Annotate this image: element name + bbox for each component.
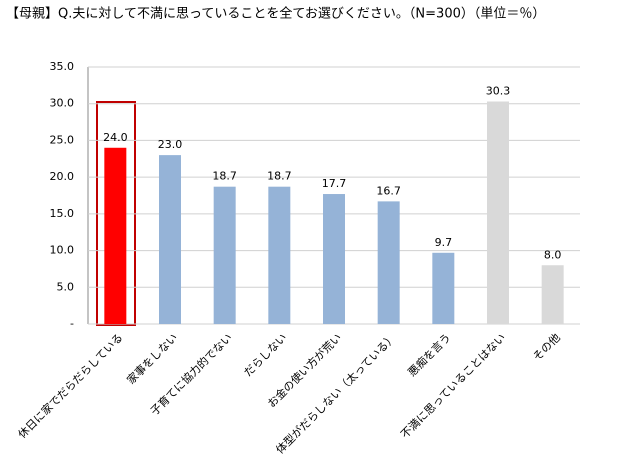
bar (159, 155, 181, 324)
data-label: 18.7 (212, 170, 237, 183)
bar (541, 265, 564, 324)
bar (377, 201, 400, 324)
x-tick-label: その他 (530, 331, 563, 364)
data-label: 24.0 (103, 131, 128, 144)
y-tick-label: 10.0 (50, 244, 75, 257)
data-label: 9.7 (435, 236, 453, 249)
x-tick-label: 不満に思っていることはない (398, 331, 508, 441)
chart-title: 【母親】Q.夫に対して不満に思っていることを全てお選びください。（N=300）（… (6, 6, 545, 22)
bar (268, 186, 291, 324)
bar (104, 147, 127, 324)
x-tick-label: だらしない (241, 331, 289, 379)
x-tick-label: 体型がだらしない（太っている） (273, 330, 399, 456)
x-tick-label: 悪痴を言う (405, 330, 454, 379)
data-label: 30.3 (486, 85, 511, 98)
x-tick-label: 家事をしない (124, 330, 181, 387)
data-label: 18.7 (267, 170, 292, 183)
y-tick-label: - (70, 317, 74, 330)
data-label: 8.0 (544, 248, 562, 261)
bar (213, 186, 236, 324)
y-tick-label: 20.0 (50, 170, 75, 183)
y-tick-label: 15.0 (50, 207, 75, 220)
y-tick-label: 25.0 (50, 133, 75, 146)
y-tick-label: 35.0 (50, 60, 75, 73)
bar (432, 252, 455, 324)
data-label: 16.7 (376, 184, 401, 197)
bar (487, 101, 509, 324)
bar (323, 194, 345, 324)
y-tick-label: 5.0 (57, 280, 75, 293)
y-tick-label: 30.0 (50, 97, 75, 110)
x-tick-label: 休日に家でだらだらしている (15, 330, 126, 441)
data-label: 23.0 (158, 138, 183, 151)
data-label: 17.7 (322, 177, 347, 190)
